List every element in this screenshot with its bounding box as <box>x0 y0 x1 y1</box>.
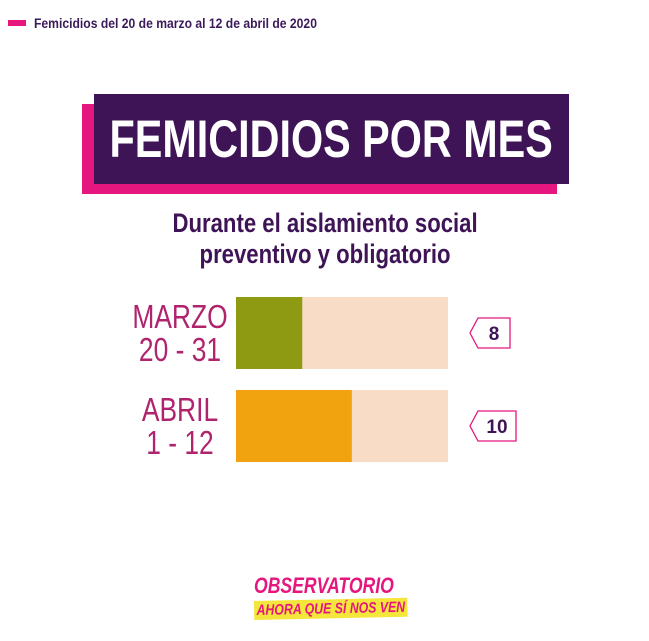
value-label-1: 10 <box>486 417 507 438</box>
observatorio-logo: OBSERVATORIO AHORA QUE SÍ NOS VEN <box>254 571 402 631</box>
value-label-0: 8 <box>489 324 500 345</box>
category-label-1-line2: 1 - 12 <box>146 425 214 461</box>
bar-fill-0 <box>236 297 302 369</box>
bar-fill-1 <box>236 390 352 462</box>
logo-text-observatorio: OBSERVATORIO <box>254 573 394 599</box>
logo-text-ahora: AHORA QUE SÍ NOS VEN <box>254 598 408 620</box>
category-label-0-line2: 20 - 31 <box>139 332 221 368</box>
category-label-0-line1: MARZO <box>132 299 227 335</box>
category-label-1-line1: ABRIL <box>142 392 218 428</box>
